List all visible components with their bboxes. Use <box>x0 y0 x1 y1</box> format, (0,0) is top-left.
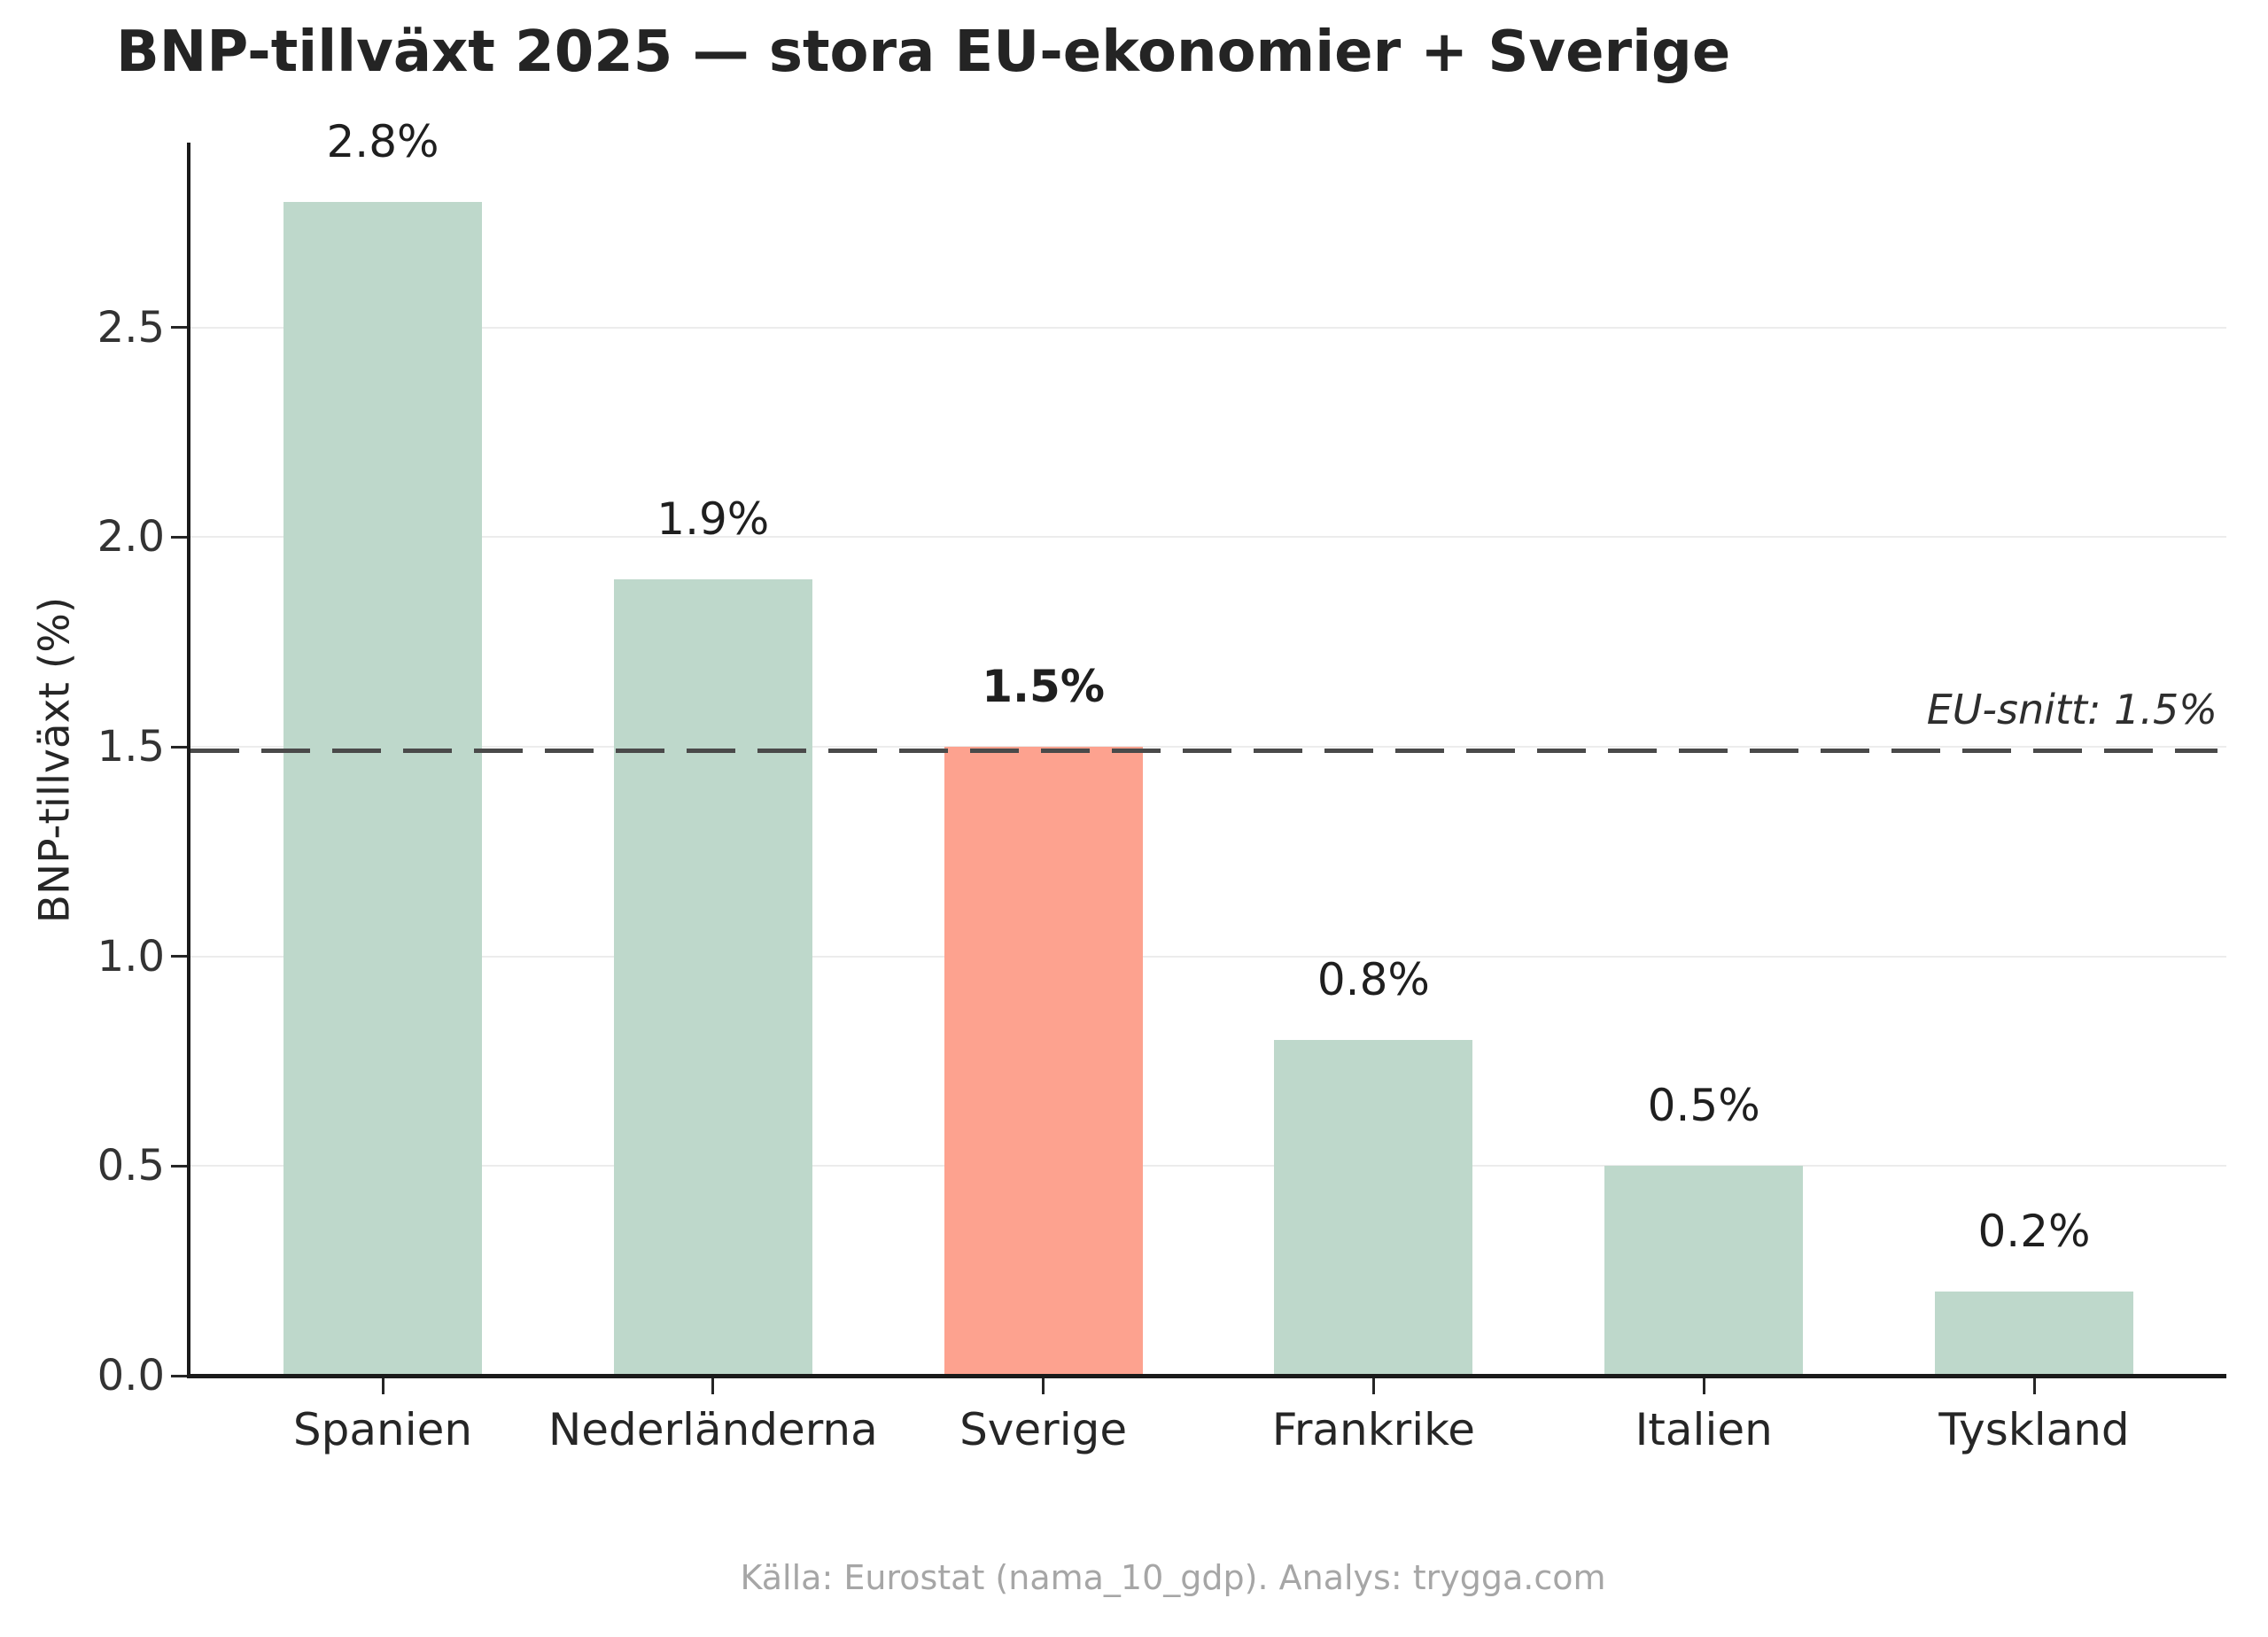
bar-sverige-highlighted <box>944 747 1143 1376</box>
source-footer: Källa: Eurostat (nama_10_gdp). Analys: t… <box>740 1558 1606 1597</box>
gridline <box>190 1165 2226 1168</box>
bar-value-label: 2.8% <box>326 115 439 167</box>
bar <box>1274 1040 1473 1376</box>
x-tick-label: Sverige <box>959 1404 1128 1455</box>
y-tick-label: 2.0 <box>97 512 165 562</box>
y-tick-label: 1.0 <box>97 931 165 981</box>
bar <box>1935 1292 2133 1376</box>
x-axis-line <box>187 1374 2226 1378</box>
bar-value-label: 0.8% <box>1317 954 1430 1006</box>
gridline <box>190 326 2226 329</box>
bar-value-label: 1.9% <box>656 493 770 545</box>
x-tick-label: Tyskland <box>1938 1404 2130 1455</box>
y-tick-label: 1.5 <box>97 722 165 772</box>
x-tick-label: Frankrike <box>1271 1404 1476 1455</box>
y-tick-mark <box>171 326 187 330</box>
gridline <box>190 536 2226 539</box>
x-tick-mark <box>381 1378 384 1394</box>
x-tick-mark <box>1702 1378 1705 1394</box>
y-tick-label: 0.0 <box>97 1351 165 1400</box>
y-tick-mark <box>171 1374 187 1377</box>
eu-average-reference-line <box>190 749 2218 753</box>
y-tick-mark <box>171 535 187 539</box>
x-tick-mark <box>1371 1378 1375 1394</box>
x-tick-mark <box>2032 1378 2036 1394</box>
bar <box>613 578 812 1376</box>
bar <box>284 201 482 1376</box>
bar-value-label: 1.5% <box>982 661 1105 713</box>
x-tick-mark <box>1042 1378 1045 1394</box>
bar-value-label: 0.5% <box>1647 1080 1760 1132</box>
x-tick-label: Nederländerna <box>548 1404 878 1455</box>
y-tick-label: 0.5 <box>97 1141 165 1191</box>
y-tick-label: 2.5 <box>97 302 165 353</box>
y-tick-mark <box>171 745 187 749</box>
bar-value-label: 0.2% <box>1977 1206 2091 1258</box>
y-axis-line <box>187 143 190 1378</box>
bar <box>1604 1166 1804 1376</box>
y-tick-mark <box>171 955 187 958</box>
x-tick-mark <box>711 1378 715 1394</box>
gridline <box>190 955 2226 958</box>
y-tick-mark <box>171 1164 187 1168</box>
gridline <box>190 746 2226 749</box>
x-tick-label: Italien <box>1635 1404 1773 1455</box>
x-tick-label: Spanien <box>292 1404 473 1455</box>
eu-average-label: EU-snitt: 1.5% <box>1926 686 2218 733</box>
chart-title: BNP-tillväxt 2025 — stora EU-ekonomier +… <box>116 19 1731 85</box>
